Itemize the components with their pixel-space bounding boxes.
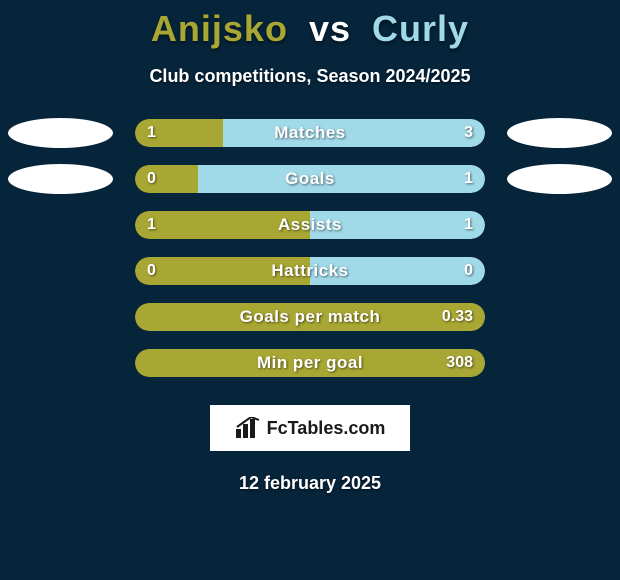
stat-value-right: 0 (464, 257, 473, 285)
stat-bar-left-segment (135, 211, 310, 239)
brand-text: FcTables.com (267, 418, 386, 439)
player-badge-left (8, 164, 113, 194)
stat-bar-right-segment (223, 119, 486, 147)
stat-bar: Assists11 (135, 211, 485, 239)
stat-row: Goals per match0.33 (0, 303, 620, 331)
page-title: Anijsko vs Curly (0, 0, 620, 50)
stat-row: Min per goal308 (0, 349, 620, 377)
player-badge-right (507, 118, 612, 148)
stat-value-left: 1 (147, 211, 156, 239)
stat-bar-left-segment (135, 257, 310, 285)
stat-row: Hattricks00 (0, 257, 620, 285)
stat-row: Assists11 (0, 211, 620, 239)
stat-value-right: 1 (464, 211, 473, 239)
brand-icon (235, 417, 261, 439)
title-right-player: Curly (372, 8, 469, 49)
stat-bar-left-segment (135, 349, 485, 377)
stat-row: Matches13 (0, 119, 620, 147)
stat-bar: Hattricks00 (135, 257, 485, 285)
stat-row: Goals01 (0, 165, 620, 193)
date-footer: 12 february 2025 (0, 473, 620, 494)
stat-bar-right-segment (310, 211, 485, 239)
stat-bar-right-segment (198, 165, 485, 193)
subtitle: Club competitions, Season 2024/2025 (0, 66, 620, 87)
stat-bar-right-segment (310, 257, 485, 285)
stat-bar: Goals01 (135, 165, 485, 193)
player-badge-right (507, 164, 612, 194)
stat-value-left: 0 (147, 257, 156, 285)
stat-bar: Min per goal308 (135, 349, 485, 377)
stat-value-right: 308 (446, 349, 473, 377)
stat-value-right: 0.33 (442, 303, 473, 331)
player-badge-left (8, 118, 113, 148)
stat-bar-left-segment (135, 165, 198, 193)
title-vs: vs (309, 8, 351, 49)
brand-badge: FcTables.com (210, 405, 410, 451)
stats-container: Matches13Goals01Assists11Hattricks00Goal… (0, 119, 620, 377)
comparison-card: Anijsko vs Curly Club competitions, Seas… (0, 0, 620, 580)
stat-value-left: 1 (147, 119, 156, 147)
title-left-player: Anijsko (151, 8, 288, 49)
stat-value-left: 0 (147, 165, 156, 193)
stat-bar: Matches13 (135, 119, 485, 147)
stat-bar: Goals per match0.33 (135, 303, 485, 331)
stat-value-right: 1 (464, 165, 473, 193)
stat-value-right: 3 (464, 119, 473, 147)
stat-bar-left-segment (135, 303, 485, 331)
